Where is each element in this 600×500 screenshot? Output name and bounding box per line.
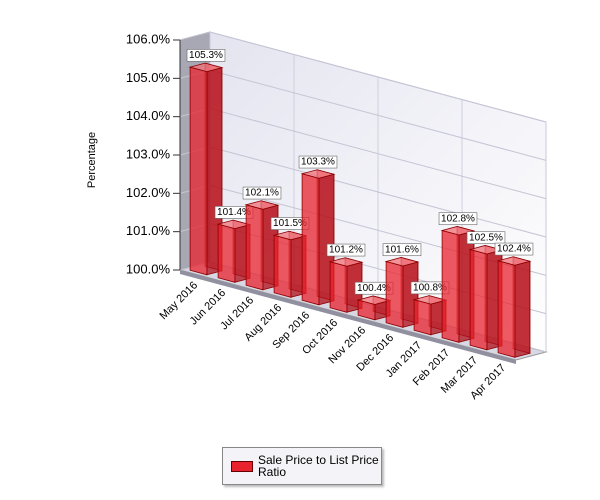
- y-tick-label: 100.0%: [126, 261, 171, 276]
- value-label: 100.4%: [357, 283, 391, 294]
- value-label: 101.5%: [273, 218, 307, 229]
- bar: [216, 219, 252, 283]
- value-label-box: [494, 242, 534, 256]
- y-tick-label: 101.0%: [126, 223, 171, 238]
- value-label-box: [186, 49, 226, 62]
- bar-front: [413, 299, 432, 336]
- bar-front: [217, 223, 236, 283]
- value-label-box: [242, 186, 282, 200]
- y-tick-label: 102.0%: [126, 185, 171, 200]
- value-label-box: [382, 243, 422, 257]
- floor-edge: [180, 270, 516, 364]
- bar: [244, 200, 280, 291]
- bar: [356, 295, 392, 321]
- bar-top: [384, 257, 420, 267]
- value-label: 102.8%: [441, 213, 475, 224]
- value-label: 102.4%: [497, 244, 531, 255]
- y-tick-label: 103.0%: [126, 146, 171, 161]
- value-label: 101.4%: [217, 207, 251, 218]
- bar: [188, 62, 224, 276]
- bar: [328, 257, 364, 313]
- bar-side: [514, 260, 531, 358]
- bar-front: [189, 66, 208, 276]
- bar-front: [301, 173, 320, 306]
- bar-top: [328, 257, 364, 267]
- bar-top: [300, 169, 336, 179]
- bar-top: [188, 62, 224, 73]
- bar: [300, 169, 336, 306]
- bar-front: [469, 248, 488, 351]
- bar: [412, 295, 448, 336]
- bar-top: [244, 200, 280, 210]
- value-label: 101.6%: [385, 244, 419, 255]
- value-label: 102.1%: [245, 188, 279, 199]
- bar-top: [440, 226, 476, 236]
- value-label: 100.8%: [413, 283, 447, 294]
- value-label-box: [438, 212, 478, 226]
- y-axis-label: Percentage: [86, 132, 98, 188]
- value-label: 105.3%: [189, 50, 223, 61]
- bar-front: [497, 260, 516, 358]
- value-label: 101.2%: [329, 245, 363, 256]
- y-tick-label: 106.0%: [126, 31, 171, 46]
- grid-line: [179, 31, 547, 123]
- bar: [272, 230, 308, 298]
- bar-front: [329, 261, 348, 313]
- value-label-box: [298, 155, 338, 169]
- bar-front: [273, 234, 292, 298]
- y-tick-label: 105.0%: [126, 70, 171, 85]
- bar: [496, 256, 532, 358]
- chart: Percentage 100.0% 101.0% 102.0% 103.0% 104.0…: [86, 31, 548, 402]
- legend-swatch: [231, 460, 253, 472]
- bar-front: [441, 229, 460, 343]
- legend-label: Sale Price to List Price Ratio: [258, 453, 379, 479]
- bar-top: [496, 256, 532, 266]
- value-label: 102.5%: [469, 232, 503, 243]
- bar-front: [245, 204, 264, 291]
- legend: Sale Price to List Price Ratio: [222, 447, 382, 485]
- value-label-box: [466, 231, 506, 245]
- bar: [468, 244, 504, 351]
- value-label-box: [326, 243, 366, 257]
- bar-front: [385, 260, 404, 328]
- y-tick-label: 104.0%: [126, 108, 171, 123]
- value-label: 103.3%: [301, 157, 335, 168]
